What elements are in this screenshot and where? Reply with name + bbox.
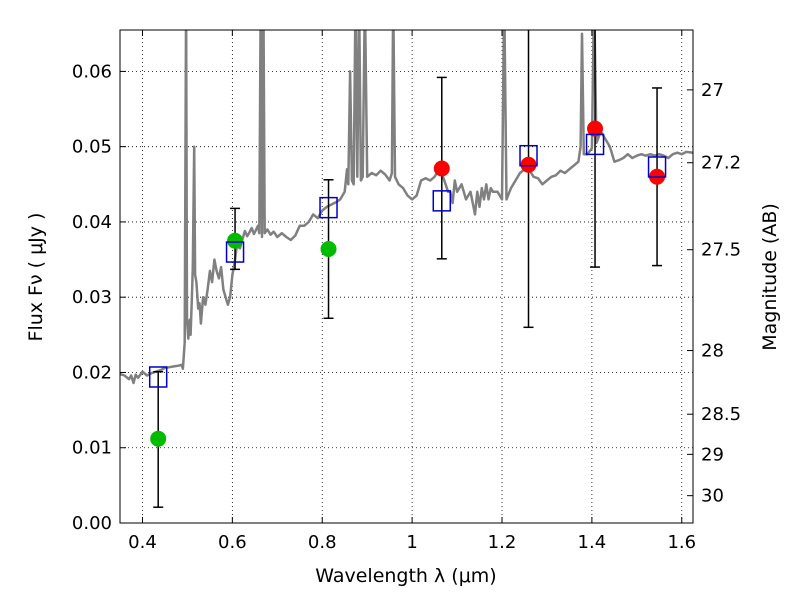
grid <box>120 30 693 524</box>
model-spectrum-line <box>120 30 693 385</box>
right-tick-label: 27 <box>701 80 724 101</box>
y-tick-label: 0.04 <box>72 212 112 233</box>
ticks: 0.4 0.6 0.8 1 1.2 1.4 1.6 0.00 0.01 0.02 0.03 0.04 0… <box>72 30 741 553</box>
model-band-point <box>519 144 538 167</box>
right-tick-label: 28.5 <box>701 404 741 425</box>
y-tick-label: 0.00 <box>72 513 112 534</box>
right-tick-label: 29 <box>701 444 724 465</box>
y-axis-label: Flux Fν ( μJy ) <box>25 213 47 342</box>
markers-layer <box>148 120 667 447</box>
data-point <box>433 160 450 177</box>
data-point <box>520 156 537 173</box>
data-point <box>227 232 244 249</box>
model-band-point <box>432 190 452 212</box>
x-tick-label: 0.4 <box>128 532 157 553</box>
y-tick-label: 0.03 <box>72 287 112 308</box>
error-bars-layer <box>153 30 663 508</box>
plot-frame <box>119 29 694 524</box>
x-tick-label: 0.8 <box>308 532 337 553</box>
x-tick-label: 0.6 <box>218 532 247 553</box>
x-axis-label: Wavelength λ (μm) <box>315 565 496 587</box>
x-tick-label: 1 <box>406 532 417 553</box>
x-tick-label: 1.2 <box>488 532 517 553</box>
model-band-point <box>319 196 338 219</box>
model-band-point <box>647 156 667 178</box>
y-tick-label: 0.02 <box>72 362 112 383</box>
right-tick-label: 28 <box>701 341 724 362</box>
y-tick-label: 0.01 <box>72 438 112 459</box>
model-band-point <box>148 366 168 388</box>
right-tick-label: 27.2 <box>701 153 741 174</box>
data-point <box>150 430 167 447</box>
right-axis-label: Magnitude (AB) <box>759 203 781 351</box>
x-tick-label: 1.4 <box>578 532 607 553</box>
data-point <box>320 241 337 258</box>
model-band-point <box>225 241 245 263</box>
right-tick-label: 30 <box>701 486 724 507</box>
x-tick-label: 1.6 <box>667 532 696 553</box>
right-tick-label: 27.5 <box>701 240 741 261</box>
y-tick-label: 0.06 <box>72 61 112 82</box>
model-spectrum-layer <box>120 30 693 385</box>
y-tick-label: 0.05 <box>72 137 112 158</box>
model-band-point <box>585 133 605 156</box>
data-point <box>587 120 604 137</box>
